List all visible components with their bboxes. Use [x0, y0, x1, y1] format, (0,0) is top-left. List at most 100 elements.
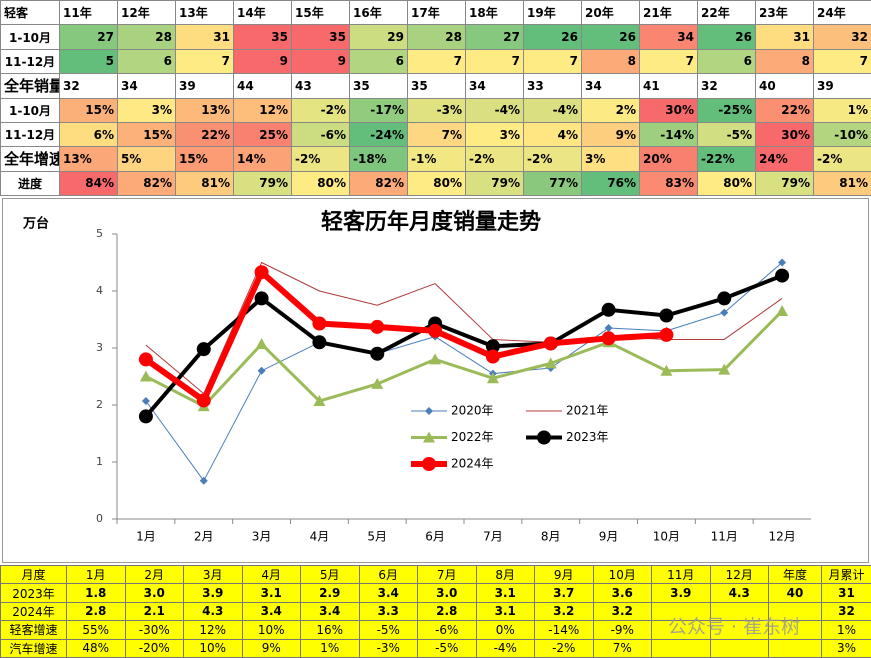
- table-row: 全年增速 13% 5% 15% 14% -2% -18% -1% -2% -2% 3% 20% -22%…: [0, 146, 871, 172]
- table-cell: -3%: [358, 638, 418, 658]
- header-cell: 4月: [241, 564, 301, 585]
- table-cell: [768, 638, 822, 658]
- y-tick-label: 2: [96, 398, 103, 411]
- table-cell: 7: [407, 48, 466, 75]
- table-cell: 32: [813, 24, 871, 50]
- table-cell: 9%: [581, 121, 640, 148]
- table-cell: 30%: [639, 97, 698, 123]
- x-tick-label: 8月: [541, 530, 561, 544]
- table-cell: 22%: [755, 97, 814, 123]
- header-cell: 22年: [697, 0, 756, 26]
- table-cell: -2%: [291, 97, 350, 123]
- table-cell: 3.1: [241, 583, 301, 603]
- table-cell: 80%: [697, 170, 756, 197]
- table-cell: 1%: [813, 97, 871, 123]
- header-cell: 7月: [417, 564, 477, 585]
- chart: 万台 轻客历年月度销量走势 0 1 2 3 4 5 1月 2月 3月 4月 5月 6月 7月 8月 9月 10…: [22, 209, 811, 544]
- table-cell: 20%: [639, 146, 698, 172]
- table-cell: 3.0: [124, 583, 184, 603]
- point: [312, 316, 327, 331]
- table-cell: 9: [291, 48, 350, 75]
- table-cell: [651, 638, 711, 658]
- table-cell: 5: [59, 48, 118, 75]
- y-tick-label: 5: [96, 227, 103, 240]
- table-cell: 13%: [175, 97, 234, 123]
- legend-label: 2021年: [566, 404, 609, 418]
- table-row: 1-10月 27 28 31 35 35 29 28 27 26 26 34 26 31 32: [0, 24, 871, 50]
- table-cell: 8: [755, 48, 814, 75]
- table-cell: 80%: [407, 170, 466, 197]
- table-cell: 39: [175, 73, 234, 99]
- table-cell: 35: [291, 24, 350, 50]
- point: [371, 377, 384, 389]
- table-cell: 79%: [233, 170, 292, 197]
- row-label: 全年销量: [0, 73, 60, 99]
- series-line: [145, 262, 783, 482]
- header-cell: 23年: [755, 0, 814, 26]
- table-cell: 82%: [349, 170, 408, 197]
- table-cell: 7: [523, 48, 582, 75]
- table-cell: 15%: [59, 97, 118, 123]
- header-cell: 3月: [183, 564, 243, 585]
- table-cell: 40: [755, 73, 814, 99]
- table-cell: 26: [697, 24, 756, 50]
- table-cell: 34: [465, 73, 524, 99]
- point: [601, 331, 616, 346]
- table-cell: -30%: [124, 620, 184, 640]
- point: [604, 324, 613, 333]
- row-label: 轻客增速: [0, 620, 67, 640]
- table-cell: -22%: [697, 146, 756, 172]
- point: [254, 265, 269, 280]
- y-axis-label: 万台: [22, 216, 49, 232]
- table-cell: 13%: [59, 146, 118, 172]
- table-cell: 2%: [581, 97, 640, 123]
- table-cell: 6%: [59, 121, 118, 148]
- point: [370, 319, 385, 334]
- header-cell: 20年: [581, 0, 640, 26]
- table-cell: 3.4: [241, 601, 301, 622]
- x-tick-label: 2月: [194, 530, 214, 544]
- table-cell: 6: [349, 48, 408, 75]
- table-cell: 3.2: [534, 601, 594, 622]
- row-label: 2023年: [0, 583, 67, 603]
- x-tick-label: 4月: [310, 530, 330, 544]
- table-cell: 43: [291, 73, 350, 99]
- table-cell: 3%: [821, 638, 871, 658]
- table-cell: 77%: [523, 170, 582, 197]
- header-cell: 24年: [813, 0, 871, 26]
- table-cell: 26: [581, 24, 640, 50]
- table-cell: 30%: [755, 121, 814, 148]
- table-cell: 24%: [755, 146, 814, 172]
- header-row: 月度 1月 2月 3月 4月 5月 6月 7月 8月 9月 10月 11月 12月 年度 月累计: [0, 564, 871, 585]
- table-cell: -2%: [813, 146, 871, 172]
- header-cell: 21年: [639, 0, 698, 26]
- header-cell: 年度: [768, 564, 822, 585]
- table-cell: 2.8: [417, 601, 477, 622]
- x-tick-label: 7月: [483, 530, 503, 544]
- table-cell: 79%: [465, 170, 524, 197]
- table-row: 进度 84% 82% 81% 79% 80% 82% 80% 79% 77% 76% 83% 80% 79…: [0, 170, 871, 197]
- table-cell: 82%: [117, 170, 176, 197]
- table-cell: 2.1: [124, 601, 184, 622]
- table-cell: 22%: [175, 121, 234, 148]
- legend-label: 2020年: [451, 404, 494, 418]
- x-tick-label: 12月: [768, 530, 795, 544]
- table-cell: 3%: [465, 121, 524, 148]
- table-cell: 10%: [183, 638, 243, 658]
- table-row: 2024年 2.8 2.1 4.3 3.4 3.4 3.3 2.8 3.1 3.2 3.2 32: [0, 601, 871, 622]
- table-row: 2023年 1.8 3.0 3.9 3.1 2.9 3.4 3.0 3.1 3.7 3.6 3.9 4.…: [0, 583, 871, 603]
- table-cell: 7%: [592, 638, 652, 658]
- table-cell: -6%: [291, 121, 350, 148]
- header-cell: 5月: [300, 564, 360, 585]
- table-cell: 26: [523, 24, 582, 50]
- summary-table: 轻客 11年 12年 13年 14年 15年 16年 17年 18年 19年 20年 21年 22年 23…: [0, 0, 871, 197]
- table-cell: 3.2: [592, 601, 652, 622]
- table-cell: 3%: [581, 146, 640, 172]
- table-cell: 4.3: [183, 601, 243, 622]
- x-tick-label: 5月: [367, 530, 387, 544]
- point: [138, 352, 153, 367]
- series-line: [144, 269, 667, 404]
- table-cell: 31: [755, 24, 814, 50]
- header-cell: 2月: [124, 564, 184, 585]
- table-cell: -5%: [417, 638, 477, 658]
